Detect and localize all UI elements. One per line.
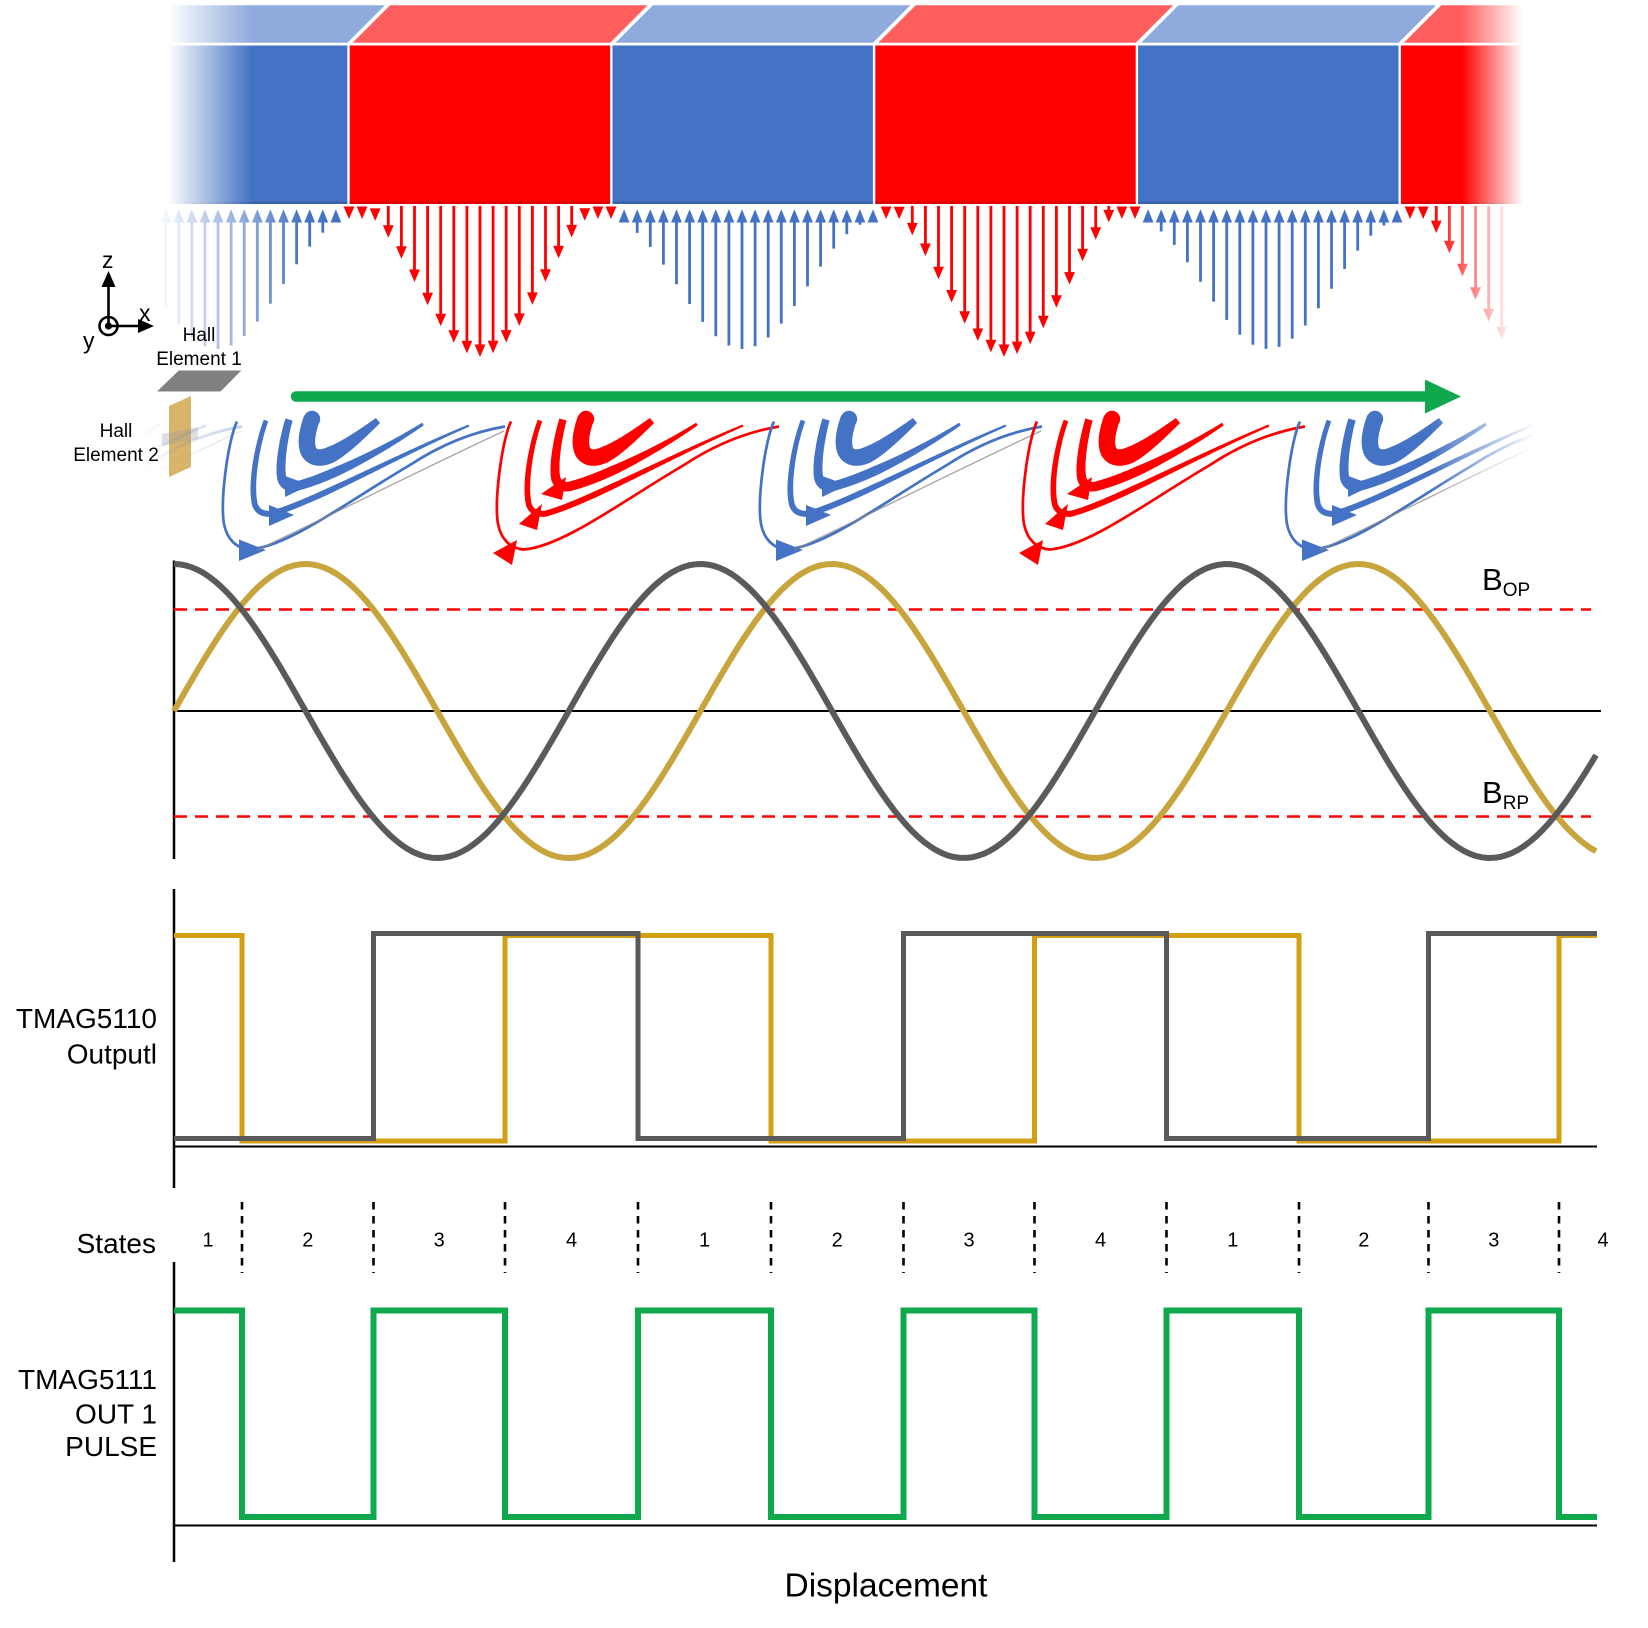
svg-text:3: 3 — [434, 1230, 445, 1252]
svg-text:TMAG5111: TMAG5111 — [18, 1364, 157, 1395]
svg-text:Outputl: Outputl — [67, 1039, 157, 1070]
svg-text:3: 3 — [1488, 1230, 1499, 1252]
svg-text:Displacement: Displacement — [785, 1568, 989, 1605]
svg-text:x: x — [139, 300, 151, 326]
svg-text:OUT 1: OUT 1 — [75, 1399, 157, 1430]
svg-text:4: 4 — [1597, 1230, 1608, 1252]
svg-text:TMAG5110: TMAG5110 — [16, 1003, 157, 1034]
svg-text:BRP: BRP — [1482, 775, 1529, 814]
svg-text:1: 1 — [202, 1230, 213, 1252]
svg-text:4: 4 — [1095, 1230, 1106, 1252]
svg-text:1: 1 — [1227, 1230, 1238, 1252]
svg-text:Element 1: Element 1 — [156, 349, 242, 370]
svg-text:1: 1 — [699, 1230, 710, 1252]
svg-text:Hall: Hall — [183, 325, 216, 346]
svg-text:2: 2 — [832, 1230, 843, 1252]
svg-text:z: z — [102, 247, 114, 273]
svg-text:2: 2 — [302, 1230, 313, 1252]
svg-text:4: 4 — [566, 1230, 577, 1252]
svg-text:States: States — [77, 1228, 156, 1259]
svg-text:BOP: BOP — [1482, 562, 1530, 601]
svg-text:y: y — [83, 328, 95, 354]
svg-text:3: 3 — [963, 1230, 974, 1252]
svg-text:PULSE: PULSE — [65, 1431, 157, 1462]
svg-text:2: 2 — [1358, 1230, 1369, 1252]
